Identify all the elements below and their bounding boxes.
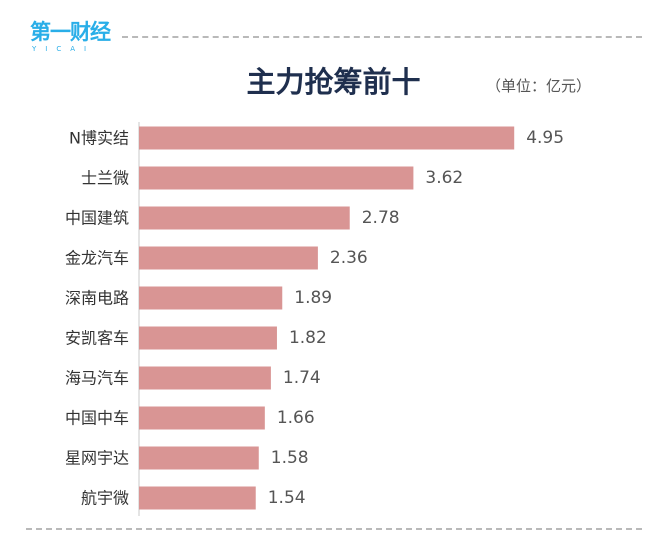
value-label: 3.62 bbox=[425, 168, 463, 188]
bar bbox=[139, 126, 515, 150]
brand-name-en: YICAI bbox=[32, 45, 96, 53]
value-label: 1.58 bbox=[271, 448, 309, 468]
bar bbox=[139, 366, 271, 390]
value-label: 2.36 bbox=[330, 248, 368, 268]
brand-name-cn: 第一财经 bbox=[30, 20, 111, 44]
bar bbox=[139, 326, 277, 350]
bar bbox=[139, 406, 265, 430]
category-label: 安凯客车 bbox=[65, 329, 129, 348]
chart-title: 主力抢筹前十 bbox=[246, 65, 421, 99]
bar bbox=[139, 286, 283, 310]
category-label: 海马汽车 bbox=[65, 369, 129, 388]
category-label: N博实结 bbox=[69, 129, 129, 148]
value-label: 2.78 bbox=[362, 208, 400, 228]
category-label: 中国中车 bbox=[65, 409, 129, 428]
top-dashed-divider bbox=[122, 36, 642, 38]
bar bbox=[139, 446, 259, 470]
bar bbox=[139, 486, 256, 510]
category-label: 金龙汽车 bbox=[65, 249, 129, 268]
category-label: 航宇微 bbox=[81, 489, 129, 508]
bar bbox=[139, 246, 318, 270]
category-label: 中国建筑 bbox=[65, 209, 129, 228]
category-label: 星网宇达 bbox=[65, 449, 129, 468]
value-label: 4.95 bbox=[526, 128, 564, 148]
unit-note: （单位：亿元） bbox=[486, 77, 592, 95]
value-label: 1.89 bbox=[294, 288, 332, 308]
value-label: 1.54 bbox=[268, 488, 306, 508]
value-label: 1.82 bbox=[289, 328, 327, 348]
category-label: 深南电路 bbox=[65, 289, 129, 308]
bottom-dashed-divider bbox=[26, 528, 642, 530]
bar bbox=[139, 166, 414, 190]
value-label: 1.66 bbox=[277, 408, 315, 428]
value-label: 1.74 bbox=[283, 368, 321, 388]
bar bbox=[139, 206, 350, 230]
category-label: 士兰微 bbox=[81, 169, 129, 188]
brand-logo: 第一财经 YICAI bbox=[30, 20, 115, 54]
